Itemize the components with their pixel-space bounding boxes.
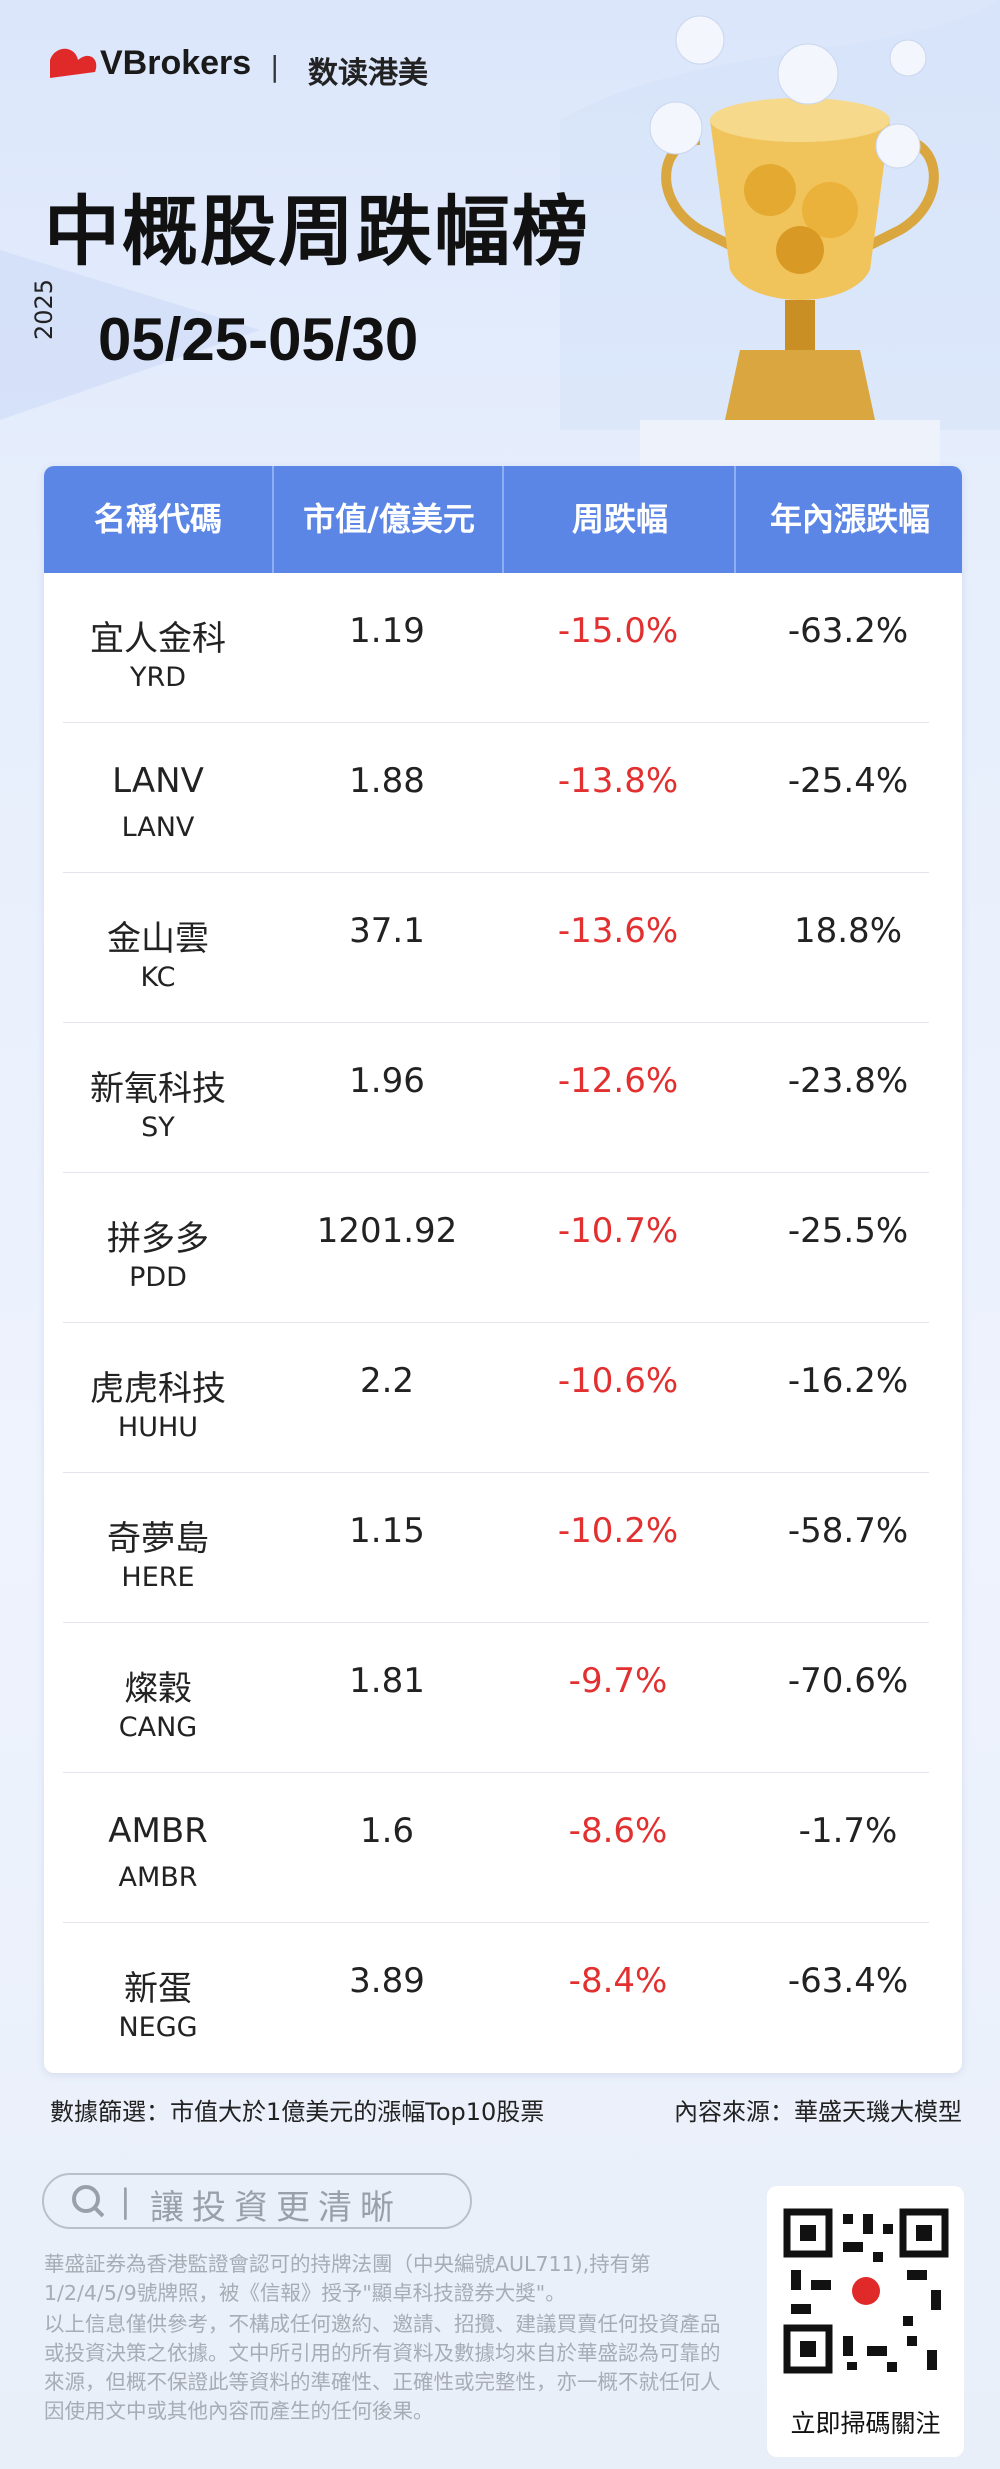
cell-weekly: -13.8% bbox=[557, 761, 679, 801]
cell-weekly: -12.6% bbox=[557, 1061, 679, 1101]
search-icon bbox=[72, 2185, 105, 2218]
cell-weekly: -8.4% bbox=[568, 1961, 668, 2001]
brand-separator: | bbox=[270, 50, 280, 83]
cell-name: AMBR bbox=[108, 1811, 208, 1851]
cell-name: 宜人金科 bbox=[90, 619, 226, 659]
year: 2025 bbox=[30, 278, 58, 340]
ticker: SY bbox=[141, 1112, 175, 1143]
cell-market-cap: 1.19 bbox=[349, 611, 425, 651]
cell-weekly: -10.2% bbox=[557, 1511, 679, 1551]
cell-name: 新蛋 bbox=[124, 1969, 192, 2009]
column-header: 年內漲跌幅 bbox=[734, 466, 962, 573]
cell-ytd: -16.2% bbox=[787, 1361, 909, 1401]
column-header: 名稱代碼 bbox=[44, 466, 272, 573]
disclaimer: 以上信息僅供參考，不構成任何邀約、邀請、招攬、建議買賣任何投資產品或投資決策之依… bbox=[44, 2312, 721, 2423]
cell-market-cap: 1201.92 bbox=[316, 1211, 458, 1251]
qr-code bbox=[783, 2208, 949, 2374]
cell-name: 拼多多 bbox=[107, 1219, 209, 1259]
qr-caption: 立即掃碼關注 bbox=[790, 2409, 941, 2438]
cell-market-cap: 3.89 bbox=[349, 1961, 425, 2001]
cell-name: LANV bbox=[112, 761, 204, 801]
cell-market-cap: 1.15 bbox=[349, 1511, 425, 1551]
date-range: 05/25-05/30 bbox=[98, 306, 419, 373]
search-bar bbox=[42, 2173, 472, 2229]
cell-market-cap: 1.88 bbox=[349, 761, 425, 801]
cell-weekly: -9.7% bbox=[568, 1661, 668, 1701]
cell-market-cap: 2.2 bbox=[359, 1361, 415, 1401]
column-header: 市值/億美元 bbox=[272, 466, 504, 573]
cell-weekly: -8.6% bbox=[568, 1811, 668, 1851]
ticker: KC bbox=[140, 962, 176, 993]
ticker: HUHU bbox=[117, 1412, 199, 1443]
column-header: 周跌幅 bbox=[502, 466, 736, 573]
cell-market-cap: 37.1 bbox=[349, 911, 425, 951]
brand-subtitle: 数读港美 bbox=[308, 56, 428, 91]
row-separator bbox=[63, 872, 929, 873]
brand-name: VBrokers bbox=[100, 44, 252, 82]
cell-name: 虎虎科技 bbox=[90, 1369, 226, 1409]
row-separator bbox=[63, 1172, 929, 1173]
cell-market-cap: 1.6 bbox=[359, 1811, 415, 1851]
row-separator bbox=[63, 1022, 929, 1023]
ticker: YRD bbox=[129, 662, 187, 693]
ticker: HERE bbox=[121, 1562, 195, 1593]
cell-weekly: -13.6% bbox=[557, 911, 679, 951]
cell-weekly: -15.0% bbox=[557, 611, 679, 651]
cell-name: 燦穀 bbox=[124, 1669, 192, 1709]
cell-ytd: -25.4% bbox=[787, 761, 909, 801]
cell-name: 奇夢島 bbox=[107, 1519, 209, 1559]
search-divider: | bbox=[120, 2182, 131, 2220]
cell-ytd: -23.8% bbox=[787, 1061, 909, 1101]
ticker: CANG bbox=[118, 1712, 198, 1743]
cell-market-cap: 1.96 bbox=[349, 1061, 425, 1101]
disclaimer: 華盛証券為香港監證會認可的持牌法團（中央編號AUL711),持有第1/2/4/5… bbox=[44, 2252, 651, 2305]
cell-ytd: -58.7% bbox=[787, 1511, 909, 1551]
ticker: PDD bbox=[129, 1262, 187, 1293]
ticker: LANV bbox=[121, 812, 195, 843]
cell-name: 金山雲 bbox=[107, 919, 209, 959]
ticker: NEGG bbox=[118, 2012, 198, 2043]
cell-ytd: -25.5% bbox=[787, 1211, 909, 1251]
cell-ytd: -63.2% bbox=[787, 611, 909, 651]
filter-note: 數據篩選：市值大於1億美元的漲幅Top10股票 bbox=[50, 2098, 545, 2126]
row-separator bbox=[63, 1772, 929, 1773]
cell-weekly: -10.6% bbox=[557, 1361, 679, 1401]
row-separator bbox=[63, 1922, 929, 1923]
page-title: 中概股周跌幅榜 bbox=[44, 187, 590, 276]
cell-ytd: 18.8% bbox=[793, 911, 902, 951]
ticker: AMBR bbox=[118, 1862, 198, 1893]
background-decor bbox=[0, 0, 1000, 470]
cell-ytd: -70.6% bbox=[787, 1661, 909, 1701]
qr-card bbox=[767, 2186, 964, 2457]
row-separator bbox=[63, 1322, 929, 1323]
row-separator bbox=[63, 1472, 929, 1473]
ranking-table: 名稱代碼 市值/億美元 周跌幅 年內漲跌幅宜人金科 1.19 -15.0% -63.2% YR… bbox=[44, 466, 962, 2073]
cell-market-cap: 1.81 bbox=[349, 1661, 425, 1701]
cell-ytd: -63.4% bbox=[787, 1961, 909, 2001]
cell-ytd: -1.7% bbox=[798, 1811, 898, 1851]
cell-name: 新氧科技 bbox=[90, 1069, 226, 1109]
slogan: 讓投資更清晰 bbox=[150, 2188, 402, 2228]
row-separator bbox=[63, 1622, 929, 1623]
row-separator bbox=[63, 722, 929, 723]
source-note: 內容來源：華盛天璣大模型 bbox=[674, 2098, 962, 2126]
cell-weekly: -10.7% bbox=[557, 1211, 679, 1251]
